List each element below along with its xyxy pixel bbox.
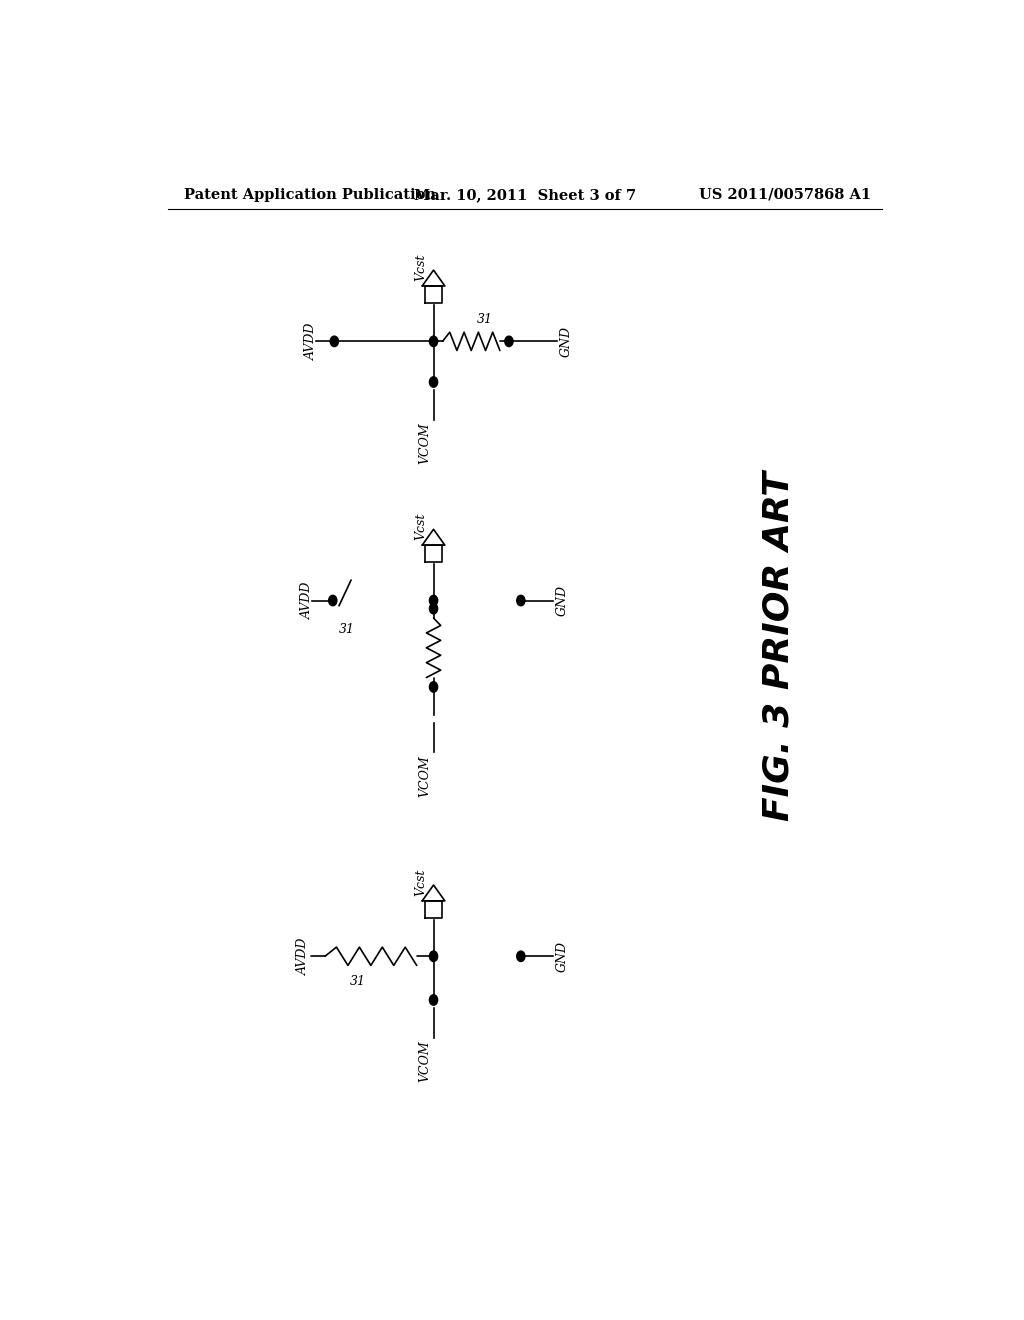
Circle shape	[430, 603, 437, 614]
Polygon shape	[425, 286, 442, 302]
Text: 31: 31	[477, 313, 494, 326]
Polygon shape	[425, 545, 442, 562]
Text: US 2011/0057868 A1: US 2011/0057868 A1	[699, 187, 871, 202]
Text: VCOM: VCOM	[419, 1040, 431, 1082]
Text: AVDD: AVDD	[301, 582, 313, 619]
Text: 31: 31	[350, 974, 367, 987]
Text: FIG. 3 PRIOR ART: FIG. 3 PRIOR ART	[762, 471, 796, 821]
Circle shape	[517, 595, 524, 606]
Text: Mar. 10, 2011  Sheet 3 of 7: Mar. 10, 2011 Sheet 3 of 7	[414, 187, 636, 202]
Polygon shape	[425, 900, 442, 917]
Text: GND: GND	[556, 941, 568, 972]
Text: VCOM: VCOM	[419, 422, 431, 465]
Circle shape	[430, 337, 437, 346]
Circle shape	[430, 995, 437, 1005]
Circle shape	[517, 952, 524, 961]
Text: Vcst: Vcst	[415, 869, 427, 896]
Text: GND: GND	[559, 326, 572, 356]
Text: Patent Application Publication: Patent Application Publication	[183, 187, 435, 202]
Text: 31: 31	[339, 623, 355, 636]
Polygon shape	[422, 529, 444, 545]
Circle shape	[430, 378, 437, 387]
Text: Vcst: Vcst	[415, 512, 427, 540]
Circle shape	[331, 337, 338, 346]
Text: AVDD: AVDD	[305, 322, 317, 360]
Polygon shape	[422, 884, 444, 900]
Circle shape	[505, 337, 513, 346]
Circle shape	[430, 595, 437, 606]
Circle shape	[329, 595, 337, 606]
Circle shape	[430, 682, 437, 692]
Text: AVDD: AVDD	[297, 937, 310, 975]
Text: VCOM: VCOM	[419, 755, 431, 797]
Polygon shape	[422, 271, 444, 286]
Text: Vcst: Vcst	[415, 253, 427, 281]
Circle shape	[430, 952, 437, 961]
Text: GND: GND	[556, 585, 568, 616]
